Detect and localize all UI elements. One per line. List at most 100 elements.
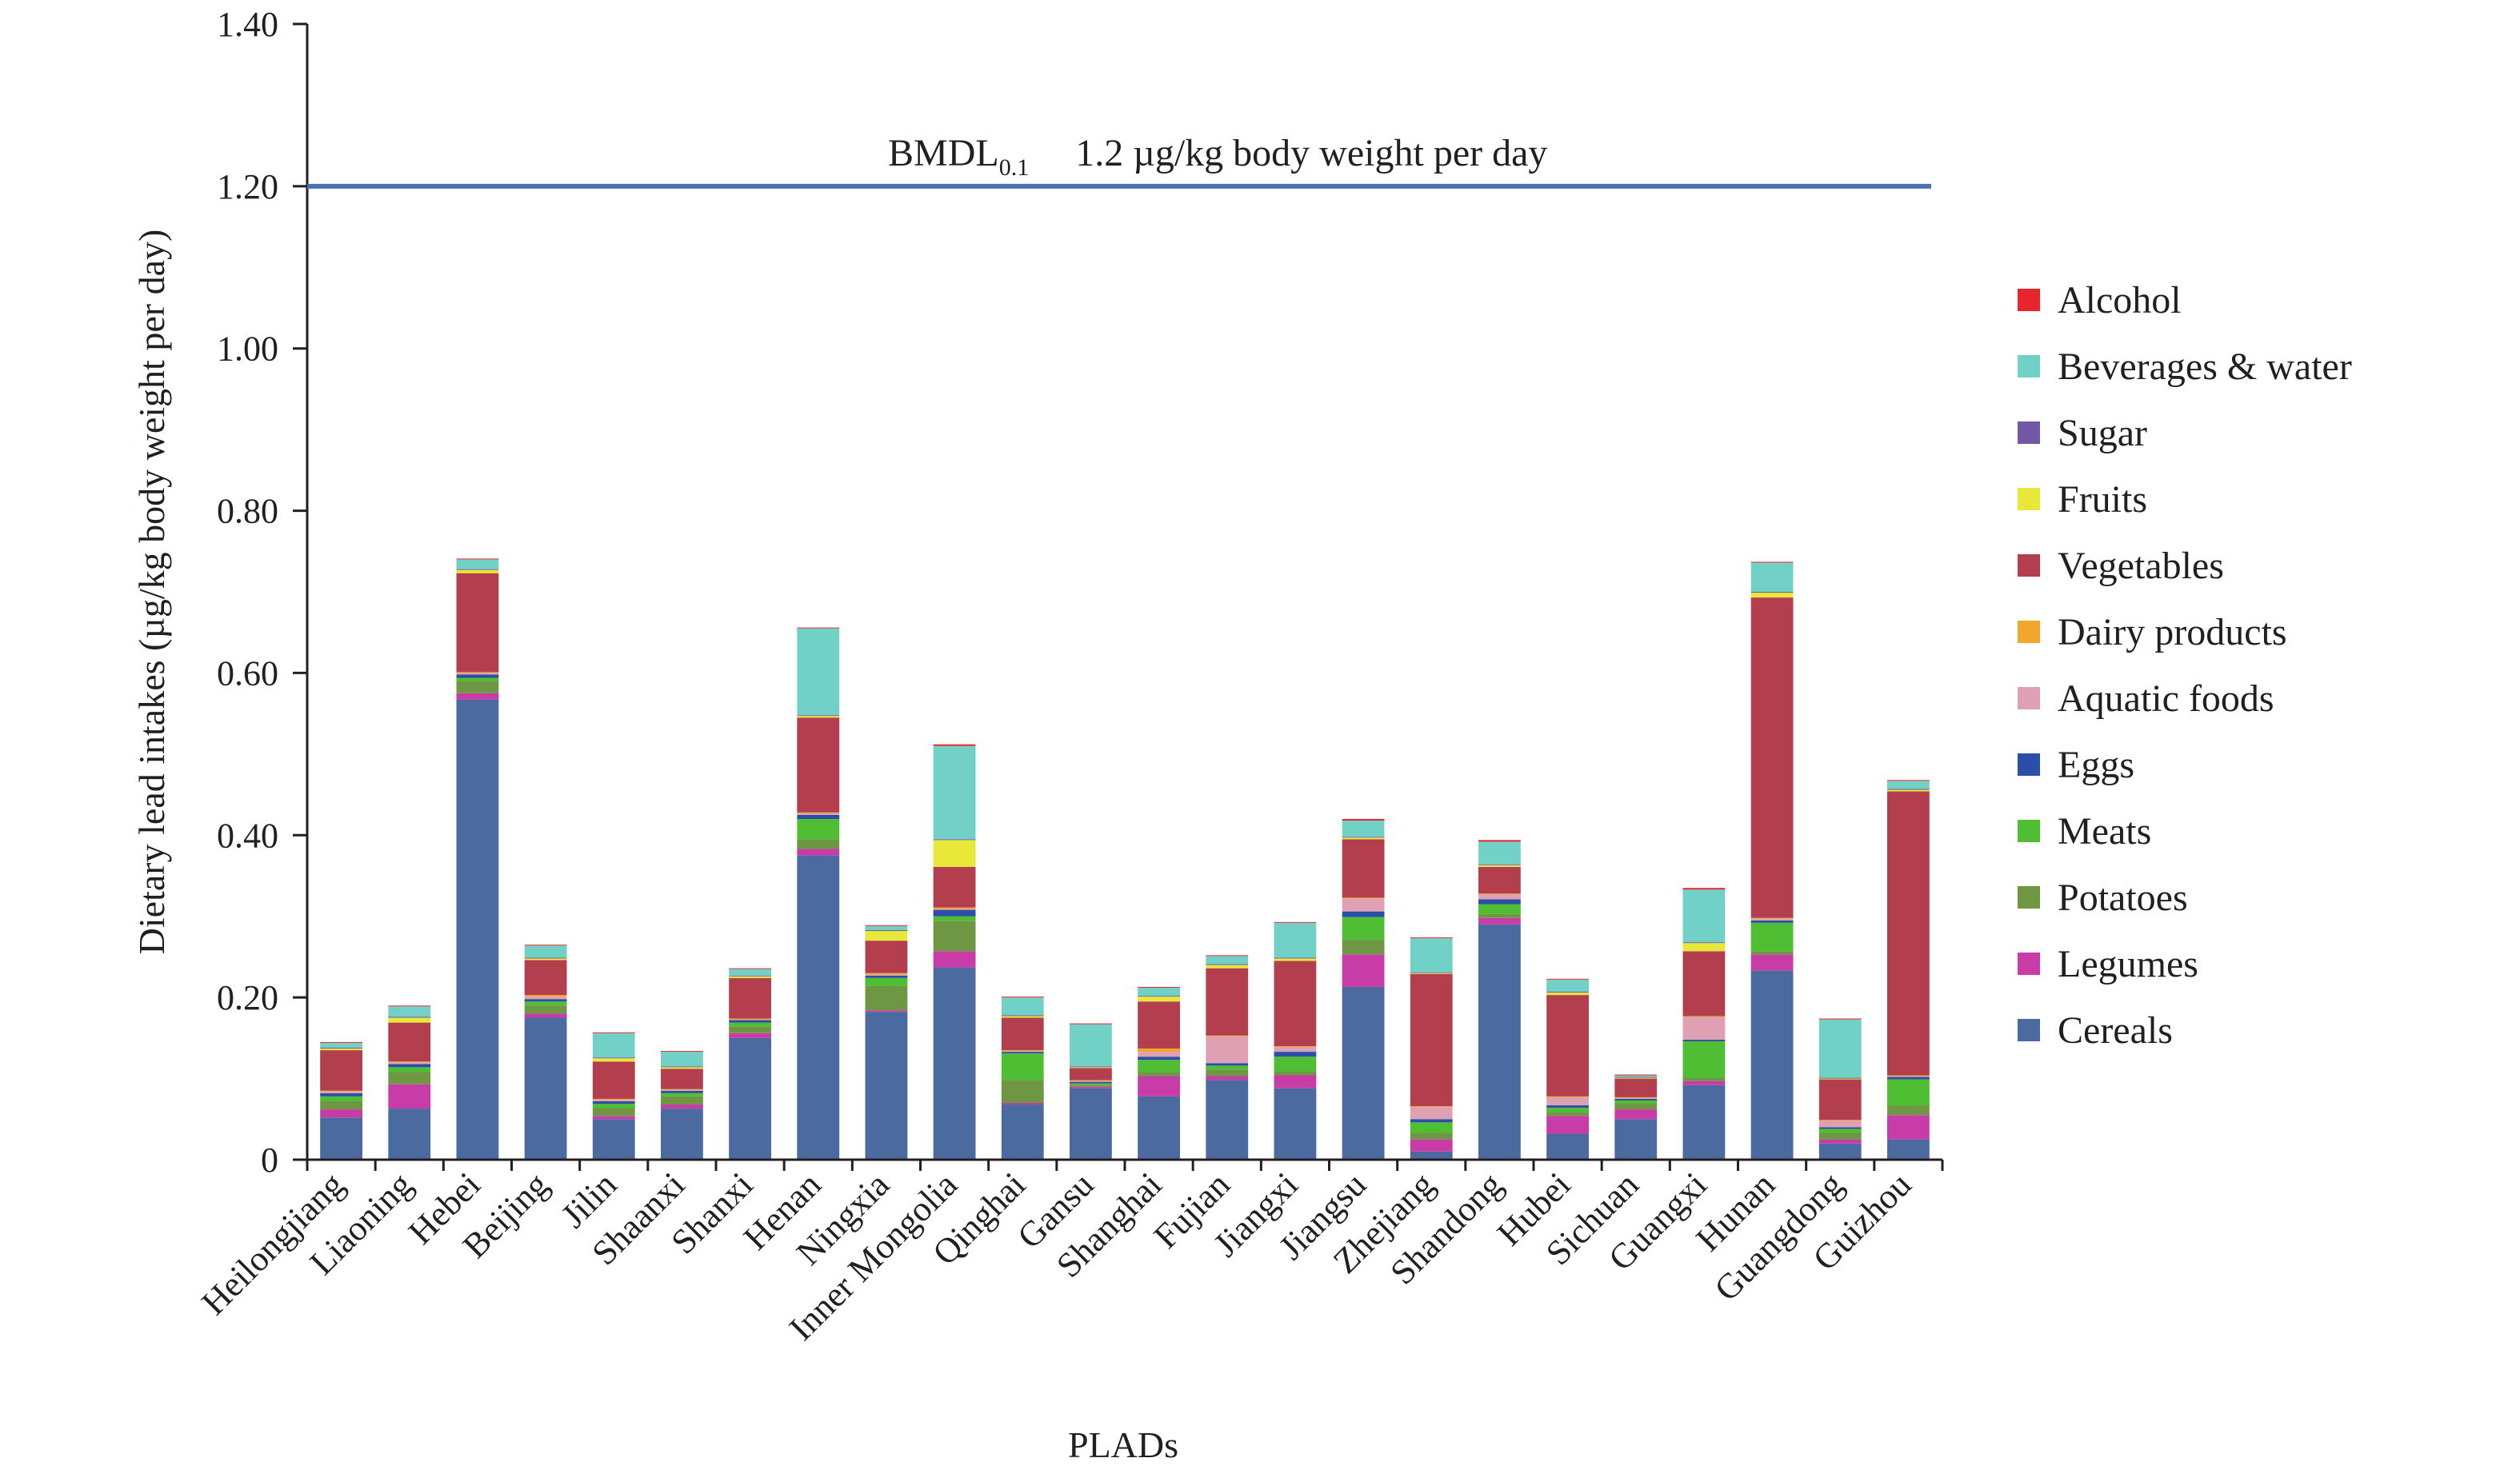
bar-segment xyxy=(661,1069,703,1089)
legend-label: Beverages & water xyxy=(2058,346,2352,388)
bar-segment xyxy=(1410,973,1453,974)
bar-segment xyxy=(388,1017,431,1023)
bar-segment xyxy=(592,1033,635,1058)
legend-item: Fruits xyxy=(2018,478,2147,521)
bar-segment xyxy=(1818,1019,1862,1078)
bar-segment xyxy=(1342,986,1385,1160)
bar-segment xyxy=(865,1010,908,1013)
bar-segment xyxy=(1682,889,1726,943)
bar-stack xyxy=(1342,819,1385,1160)
bar-segment xyxy=(1818,1079,1862,1120)
bar-stack xyxy=(1818,1018,1862,1160)
legend-item: Beverages & water xyxy=(2018,346,2352,388)
bar-segment xyxy=(1750,918,1794,921)
bar-segment xyxy=(1410,1119,1453,1123)
legend-swatch xyxy=(2018,953,2040,975)
bar-segment xyxy=(1138,1049,1180,1053)
bar-segment xyxy=(524,945,567,958)
bar-segment xyxy=(1682,943,1726,952)
bar-segment xyxy=(1410,1122,1453,1133)
bar-segment xyxy=(661,1051,703,1053)
bar-segment xyxy=(1274,1071,1317,1076)
bar-segment xyxy=(1478,917,1521,925)
bmdl-label-text: 1.2 µg/kg body weight per day xyxy=(1075,132,1547,174)
bar-segment xyxy=(1001,1103,1044,1105)
bar-segment xyxy=(1614,1119,1658,1160)
bar-segment xyxy=(1206,968,1249,1036)
bar-segment xyxy=(1274,1057,1317,1072)
legend-item: Sugar xyxy=(2018,412,2147,454)
bar-segment xyxy=(1887,781,1930,789)
bar-segment xyxy=(592,1099,635,1101)
bar-stack xyxy=(1887,780,1930,1160)
bar-segment xyxy=(1410,1106,1453,1108)
bar-segment xyxy=(592,1116,635,1120)
bar-segment xyxy=(1546,979,1589,993)
bar-segment xyxy=(320,1090,362,1092)
bar-segment xyxy=(592,1119,635,1160)
legend-item: Cereals xyxy=(2018,1009,2173,1052)
bar-segment xyxy=(661,1067,703,1069)
bar-segment xyxy=(797,716,840,718)
bar-segment xyxy=(1274,922,1317,958)
bar-segment xyxy=(1682,1016,1726,1017)
bar-segment xyxy=(865,930,908,941)
bar-segment xyxy=(456,699,499,1160)
bar-segment xyxy=(1001,1052,1044,1054)
bar-segment xyxy=(797,628,840,716)
bar-segment xyxy=(1750,920,1794,923)
bar-stack xyxy=(661,1051,703,1160)
bar-segment xyxy=(1546,1097,1589,1106)
bar-segment xyxy=(388,1072,431,1085)
y-tick-label: 0.60 xyxy=(217,653,278,693)
bar-segment xyxy=(388,1108,431,1160)
bar-stack xyxy=(592,1032,635,1160)
bar-segment xyxy=(1682,1041,1726,1078)
bar-segment xyxy=(1478,913,1521,918)
bar-segment xyxy=(1070,1081,1112,1084)
bar-segment xyxy=(388,1006,431,1017)
bar-segment xyxy=(1750,597,1794,918)
bar-segment xyxy=(1001,1015,1044,1017)
bar-segment xyxy=(661,1089,703,1090)
bar-segment xyxy=(1070,1067,1112,1069)
bar-segment xyxy=(933,745,976,840)
legend-label: Vegetables xyxy=(2058,545,2224,587)
bar-segment xyxy=(797,839,840,849)
bar-segment xyxy=(1070,1081,1112,1082)
bar-segment xyxy=(1342,839,1385,898)
x-labels-layer: HeilongjiangLiaoningHebeiBeijingJilinSha… xyxy=(194,1160,1944,1348)
bar-segment xyxy=(1070,1086,1112,1089)
bar-segment xyxy=(1682,942,1726,944)
bar-segment xyxy=(865,975,908,978)
bar-stack xyxy=(1546,978,1589,1160)
bar-segment xyxy=(1682,1077,1726,1081)
bar-segment xyxy=(1887,1075,1930,1077)
bar-stack xyxy=(320,1041,362,1160)
legend-label: Legumes xyxy=(2058,943,2198,985)
bar-segment xyxy=(1614,1097,1658,1099)
bar-segment xyxy=(1138,1052,1180,1057)
bar-segment xyxy=(933,909,976,910)
bar-segment xyxy=(933,866,976,908)
bar-segment xyxy=(933,907,976,909)
bar-segment xyxy=(1274,1088,1317,1160)
legend-swatch xyxy=(2018,488,2040,510)
legend-swatch xyxy=(2018,1019,2040,1041)
bar-segment xyxy=(524,1001,567,1006)
bar-stack xyxy=(729,968,771,1160)
bar-segment xyxy=(592,1058,635,1062)
bar-segment xyxy=(1887,1139,1930,1160)
bar-segment xyxy=(1070,1024,1112,1067)
bar-segment xyxy=(1682,1017,1726,1040)
bar-stack xyxy=(1206,955,1249,1160)
bar-segment xyxy=(1070,1066,1112,1068)
bar-segment xyxy=(1478,866,1521,894)
bar-segment xyxy=(1750,561,1794,563)
bar-segment xyxy=(1274,958,1317,961)
bar-segment xyxy=(1206,1076,1249,1081)
legend-swatch xyxy=(2018,621,2040,643)
bar-segment xyxy=(1614,1104,1658,1110)
bar-segment xyxy=(524,999,567,1002)
bar-segment xyxy=(1342,917,1385,941)
